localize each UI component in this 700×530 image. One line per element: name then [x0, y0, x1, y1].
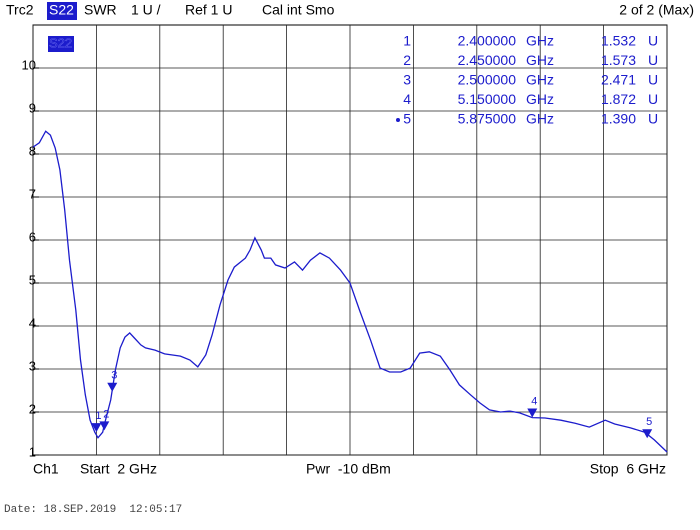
timestamp: Date: 18.SEP.2019 12:05:17 [4, 504, 182, 516]
table-value-unit: U [648, 111, 658, 127]
y-tick-label: 4 [29, 315, 36, 330]
y-tick-label: 6 [29, 229, 36, 244]
trace-badge [48, 36, 74, 52]
table-value-unit: U [648, 72, 658, 88]
marker-triangle [107, 382, 118, 392]
y-tick-label: 3 [29, 358, 36, 373]
y-tick-label: 9 [29, 100, 36, 115]
table-marker-number: 2 [403, 52, 411, 68]
calibration: Cal int Smo [262, 2, 335, 18]
marker-triangle [91, 423, 102, 433]
marker-number: 2 [103, 408, 109, 420]
table-value: 1.573 [601, 52, 636, 68]
table-frequency-unit: GHz [526, 91, 554, 107]
table-frequency: 5.875000 [458, 111, 517, 127]
y-tick-label: 7 [29, 186, 36, 201]
table-value: 1.532 [601, 33, 636, 49]
start-freq: Start 2 GHz [80, 461, 157, 477]
table-frequency-unit: GHz [526, 33, 554, 49]
param: S22 [49, 2, 74, 18]
stop-freq: Stop 6 GHz [590, 461, 666, 477]
marker-number: 3 [111, 370, 117, 382]
channel: Ch1 [33, 461, 59, 477]
active-marker-dot [396, 118, 400, 122]
table-frequency-unit: GHz [526, 52, 554, 68]
marker-number: 5 [646, 416, 652, 428]
scale: 1 U / [131, 2, 161, 18]
table-frequency-unit: GHz [526, 72, 554, 88]
power: Pwr -10 dBm [306, 461, 391, 477]
y-tick-label: 5 [29, 272, 36, 287]
table-marker-number: 4 [403, 91, 411, 107]
table-frequency: 2.450000 [458, 52, 517, 68]
table-frequency: 5.150000 [458, 91, 517, 107]
marker-number: 4 [531, 395, 537, 407]
marker-triangle [642, 429, 653, 439]
marker-triangle [99, 421, 110, 431]
trace [32, 130, 668, 453]
table-frequency: 2.400000 [458, 33, 517, 49]
table-value-unit: U [648, 91, 658, 107]
table-marker-number: 1 [403, 33, 411, 49]
table-value: 1.390 [601, 111, 636, 127]
page-indicator: 2 of 2 (Max) [619, 2, 694, 18]
trace-name: Trc2 [6, 2, 34, 18]
table-value-unit: U [648, 33, 658, 49]
y-tick-label: 1 [29, 444, 36, 459]
marker-number: 1 [95, 410, 101, 422]
y-tick-label: 8 [29, 143, 36, 158]
table-frequency: 2.500000 [458, 72, 517, 88]
reference: Ref 1 U [185, 2, 232, 18]
param-highlight [47, 2, 77, 20]
format: SWR [84, 2, 117, 18]
trace-badge-label: S22 [49, 35, 72, 50]
table-frequency-unit: GHz [526, 111, 554, 127]
table-value: 1.872 [601, 91, 636, 107]
table-marker-number: 5 [403, 111, 411, 127]
table-value: 2.471 [601, 72, 636, 88]
table-value-unit: U [648, 52, 658, 68]
table-marker-number: 3 [403, 72, 411, 88]
y-tick-label: 10 [22, 57, 36, 72]
marker-triangle [527, 408, 538, 418]
y-tick-label: 2 [29, 401, 36, 416]
